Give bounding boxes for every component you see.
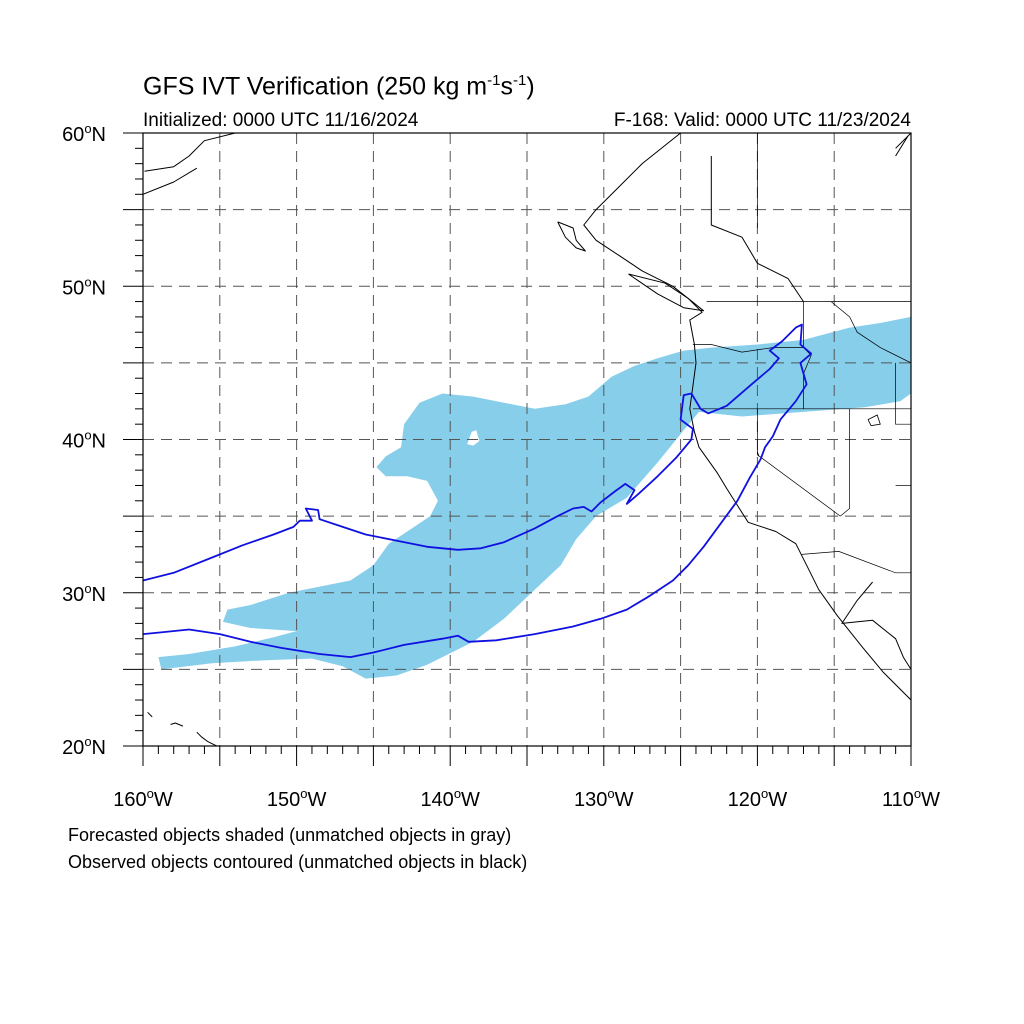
valid-time: F-168: Valid: 0000 UTC 11/23/2024: [613, 110, 911, 131]
political-border: [830, 301, 911, 364]
lon-label: 160oW: [113, 786, 173, 811]
axis-labels: 60oN 50oN 40oN 30oN 20oN 160oW 150oW 140oW 130oW…: [62, 121, 940, 811]
forecast-object-shaded: [158, 316, 911, 679]
coastline: [895, 135, 909, 157]
lat-label: 40oN: [62, 428, 106, 453]
map-frame: [142, 132, 912, 747]
political-border: [840, 408, 850, 517]
lake-outline: [867, 414, 881, 427]
coastline: [557, 221, 586, 252]
observed-ivt-objects: [143, 323, 813, 658]
lon-label: 140oW: [420, 786, 480, 811]
coastlines-and-borders: [143, 133, 911, 746]
coastline: [841, 581, 911, 670]
coastline: [628, 273, 705, 312]
political-border: [803, 301, 812, 409]
lat-label: 30oN: [62, 581, 106, 606]
political-border: [757, 408, 841, 517]
coastline: [147, 711, 153, 718]
observed-object-contour: [143, 323, 813, 658]
political-border: [692, 344, 804, 353]
lat-label: 20oN: [62, 734, 106, 759]
lon-label: 150oW: [267, 786, 327, 811]
initialized-time: Initialized: 0000 UTC 11/16/2024: [143, 110, 419, 131]
coastline: [196, 731, 218, 746]
observed-legend-note: Observed objects contoured (unmatched ob…: [68, 852, 528, 872]
coastline: [710, 156, 804, 302]
map-title: GFS IVT Verification (250 kg m-1s-1): [143, 72, 535, 101]
political-border: [895, 362, 911, 425]
lake-outline: [757, 451, 760, 457]
coastline: [583, 133, 911, 701]
coastline: [170, 722, 184, 727]
lon-label: 110oW: [882, 786, 940, 811]
lon-label: 120oW: [728, 786, 788, 811]
coastline: [143, 167, 198, 195]
lon-label: 130oW: [574, 786, 634, 811]
coastline: [895, 133, 911, 149]
political-border: [801, 551, 911, 574]
forecast-legend-note: Forecasted objects shaded (unmatched obj…: [68, 825, 512, 845]
axis-ticks: [123, 132, 912, 766]
lat-label: 60oN: [62, 121, 106, 146]
lat-label: 50oN: [62, 274, 106, 299]
forecast-ivt-objects: [158, 316, 911, 679]
coastline: [144, 133, 236, 172]
